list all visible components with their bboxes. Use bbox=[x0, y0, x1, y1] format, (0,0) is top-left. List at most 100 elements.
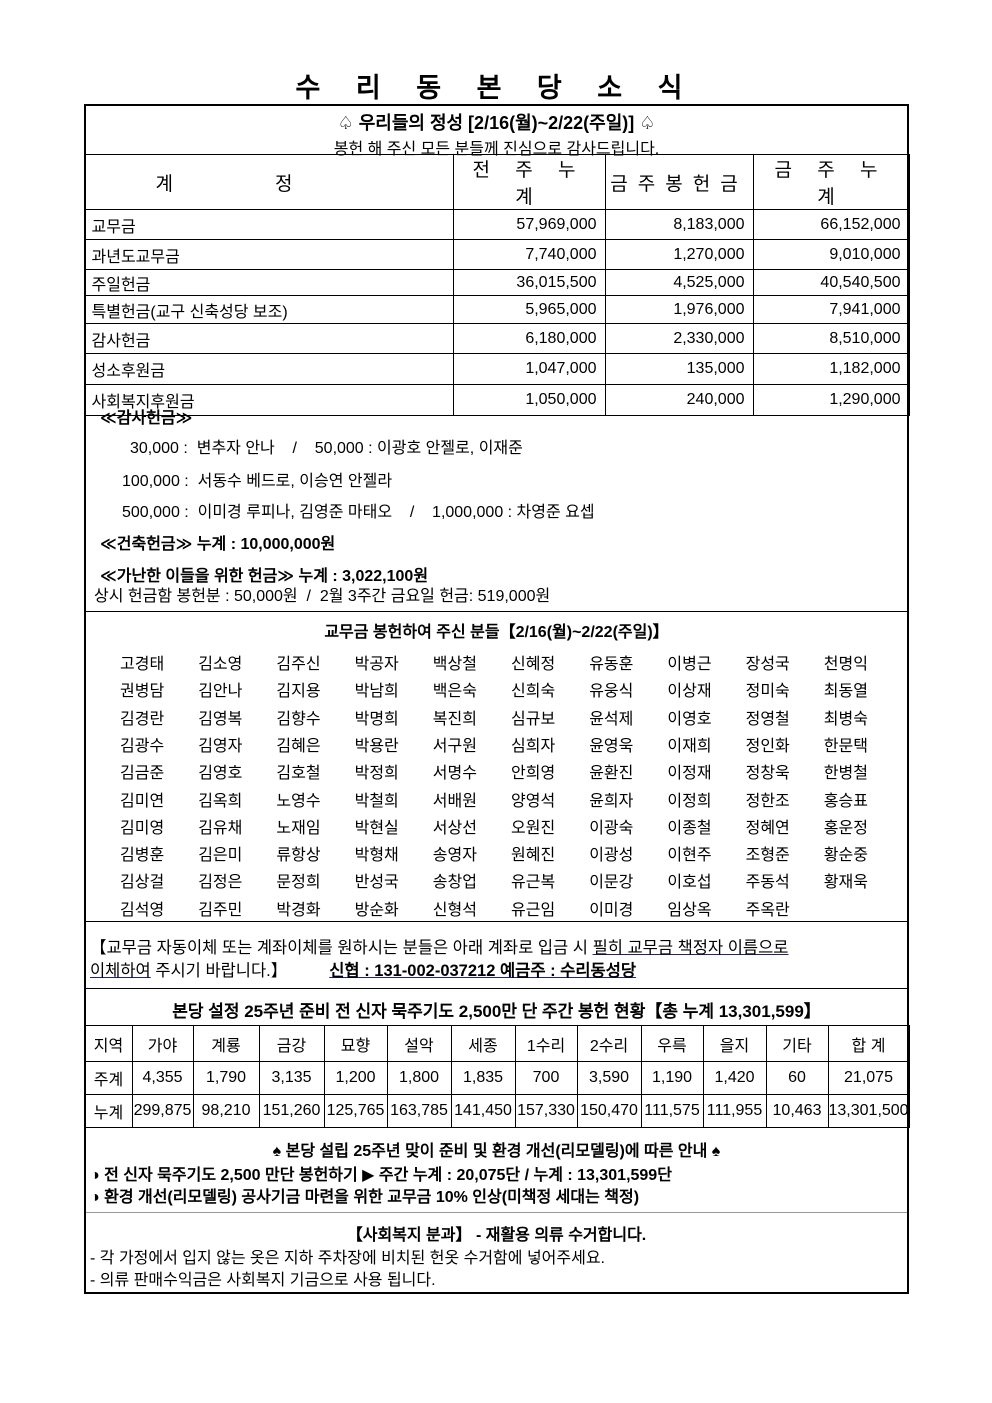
column-header: 계룡 bbox=[192, 1025, 260, 1062]
table-cell: 40,540,500 bbox=[752, 269, 910, 296]
column-header: 세종 bbox=[450, 1025, 516, 1062]
column-header: 을지 bbox=[702, 1025, 767, 1062]
table-cell: 163,785 bbox=[386, 1094, 452, 1128]
donor-name: 김주신 bbox=[276, 656, 321, 673]
column-header: 우륵 bbox=[640, 1025, 704, 1062]
column-header: 1수리 bbox=[514, 1025, 578, 1062]
table-cell: 주계 bbox=[84, 1061, 133, 1095]
table-cell: 98,210 bbox=[192, 1094, 260, 1128]
table-row: 누계 299,875 98,210 151,260 125,765 163,785 141,… bbox=[84, 1094, 910, 1128]
donor-name: 김정은 bbox=[198, 874, 243, 892]
donor-name: 송창업 bbox=[432, 874, 477, 892]
donor-name: 김미연 bbox=[120, 792, 165, 810]
table-cell: 36,015,500 bbox=[452, 269, 606, 296]
table-cell: 111,575 bbox=[640, 1094, 704, 1128]
donor-name: 홍승표 bbox=[823, 792, 868, 810]
donor-name: 노영수 bbox=[276, 792, 321, 810]
column-header: 합 계 bbox=[827, 1025, 910, 1062]
donor-name: 박남희 bbox=[354, 683, 399, 701]
table-cell: 4,525,000 bbox=[604, 269, 754, 296]
table-cell: 7,941,000 bbox=[752, 295, 910, 324]
thanks-heading: ≪감사헌금≫ bbox=[100, 410, 193, 427]
table-row: 주일헌금 36,015,500 4,525,000 40,540,500 bbox=[84, 269, 910, 296]
table-row: 과년도교무금 7,740,000 1,270,000 9,010,000 bbox=[84, 239, 910, 270]
table-cell: 1,050,000 bbox=[452, 384, 606, 416]
table-cell: 누계 bbox=[84, 1094, 133, 1128]
table-cell: 10,463 bbox=[765, 1094, 829, 1128]
prayer-heading: 본당 설정 25주년 준비 전 신자 묵주기도 2,500만 단 주간 봉헌 현… bbox=[172, 1002, 821, 1021]
account-emphasis: 이체하여 bbox=[90, 962, 151, 980]
table-cell: 57,969,000 bbox=[452, 209, 606, 240]
table-cell: 특별헌금(교구 신축성당 보조) bbox=[84, 295, 454, 324]
account-line1: 【교무금 자동이체 또는 계좌이체를 원하시는 분들은 아래 계좌로 입금 시 … bbox=[90, 934, 788, 958]
welfare-section: 【사회복지 분과】 - 재활용 의류 수거합니다. - 각 가정에서 입지 않는… bbox=[86, 1213, 907, 1293]
donor-name: 김혜은 bbox=[276, 737, 321, 755]
table-cell: 2,330,000 bbox=[604, 323, 754, 354]
donor-name: 문정희 bbox=[276, 874, 321, 892]
donor-name: 심규보 bbox=[511, 710, 556, 728]
donor-name: 이정희 bbox=[667, 792, 712, 810]
donor-name: 김석영 bbox=[120, 901, 165, 919]
column-header: 금 주 누 계 bbox=[752, 154, 910, 210]
donor-name: 안희영 bbox=[511, 765, 556, 783]
thanks-line: 100,000 : 서동수 베드로, 이승연 안젤라 bbox=[122, 473, 393, 490]
donor-name: 김미영 bbox=[120, 819, 165, 837]
table-cell: 1,270,000 bbox=[604, 239, 754, 270]
donor-name: 김유채 bbox=[198, 819, 243, 837]
table-cell: 700 bbox=[514, 1061, 578, 1095]
donor-name: 유웅식 bbox=[589, 683, 634, 701]
table-cell: 141,450 bbox=[450, 1094, 516, 1128]
donor-name: 백은숙 bbox=[432, 683, 477, 701]
donor-name: 이미경 bbox=[589, 901, 634, 919]
donors-section: 교무금 봉헌하여 주신 분들【2/16(월)~2/22(주일)】 고경태 김소영 김… bbox=[86, 612, 907, 922]
donor-name: 심희자 bbox=[511, 737, 556, 755]
account-text: 주시기 바랍니다.】 bbox=[150, 962, 288, 980]
table-cell: 교무금 bbox=[84, 209, 454, 240]
thanks-line: 30,000 : 변추자 안나 / 50,000 : 이광호 안젤로, 이재준 bbox=[130, 440, 523, 457]
donor-name: 정영철 bbox=[745, 710, 790, 728]
welfare-item: - 각 가정에서 입지 않는 옷은 지하 주차장에 비치된 헌옷 수거함에 넣어… bbox=[90, 1250, 605, 1267]
donor-name: 유근복 bbox=[511, 874, 556, 892]
donor-name: 유근임 bbox=[511, 901, 556, 919]
donors-heading: 교무금 봉헌하여 주신 분들【2/16(월)~2/22(주일)】 bbox=[324, 624, 669, 641]
donor-name: 김은미 bbox=[198, 847, 243, 865]
table-row: 사회복지후원금 1,050,000 240,000 1,290,000 bbox=[84, 384, 910, 416]
donor-name: 황재욱 bbox=[823, 874, 868, 892]
building-fund: ≪건축헌금≫ 누계 : 10,000,000원 bbox=[100, 536, 336, 553]
column-header: 2수리 bbox=[576, 1025, 642, 1062]
table-cell: 주일헌금 bbox=[84, 269, 454, 296]
donor-name: 윤석제 bbox=[589, 710, 634, 728]
table-cell: 감사헌금 bbox=[84, 323, 454, 354]
donor-name: 이종철 bbox=[667, 819, 712, 837]
column-header: 묘향 bbox=[323, 1025, 388, 1062]
donor-name: 윤영욱 bbox=[589, 737, 634, 755]
table-cell: 299,875 bbox=[131, 1094, 194, 1128]
bulletin-box: ♤ 우리들의 정성 [2/16(월)~2/22(주일)] ♤ 봉헌 해 주신 모… bbox=[84, 104, 910, 1294]
table-cell: 과년도교무금 bbox=[84, 239, 454, 270]
donor-name: 김금준 bbox=[120, 765, 165, 783]
donor-name: 박철희 bbox=[354, 792, 399, 810]
donor-name: 박명희 bbox=[354, 710, 399, 728]
donor-name: 김호철 bbox=[276, 765, 321, 783]
donor-name: 정미숙 bbox=[745, 683, 790, 701]
donor-name: 고경태 bbox=[120, 656, 165, 673]
prayer-table: 지역 가야 계룡 금강 묘향 설악 세종 1수리 2수리 우륵 을지 기타 합 계 주계 4,355 1,79… bbox=[84, 1025, 910, 1128]
poor-fund-detail: 상시 헌금함 봉헌분 : 50,000원 / 2월 3주간 금요일 헌금: 51… bbox=[94, 588, 551, 605]
donor-name: 권병담 bbox=[120, 683, 165, 701]
donor-name: 이병근 bbox=[667, 656, 712, 673]
table-cell: 151,260 bbox=[258, 1094, 325, 1128]
column-header: 금주봉헌금 bbox=[604, 154, 754, 210]
table-cell: 5,965,000 bbox=[452, 295, 606, 324]
donor-name: 정한조 bbox=[745, 792, 790, 810]
donor-name: 황순중 bbox=[823, 847, 868, 865]
table-cell: 157,330 bbox=[514, 1094, 578, 1128]
table-cell: 111,955 bbox=[702, 1094, 767, 1128]
donor-name: 김병훈 bbox=[120, 847, 165, 865]
donor-name: 송영자 bbox=[432, 847, 477, 865]
table-cell: 성소후원금 bbox=[84, 353, 454, 385]
donor-name: 유동훈 bbox=[589, 656, 634, 673]
table-cell: 7,740,000 bbox=[452, 239, 606, 270]
donor-name: 김지용 bbox=[276, 683, 321, 701]
page-title: 수 리 동 본 당 소 식 bbox=[295, 73, 697, 103]
donor-name: 한병철 bbox=[823, 765, 868, 783]
